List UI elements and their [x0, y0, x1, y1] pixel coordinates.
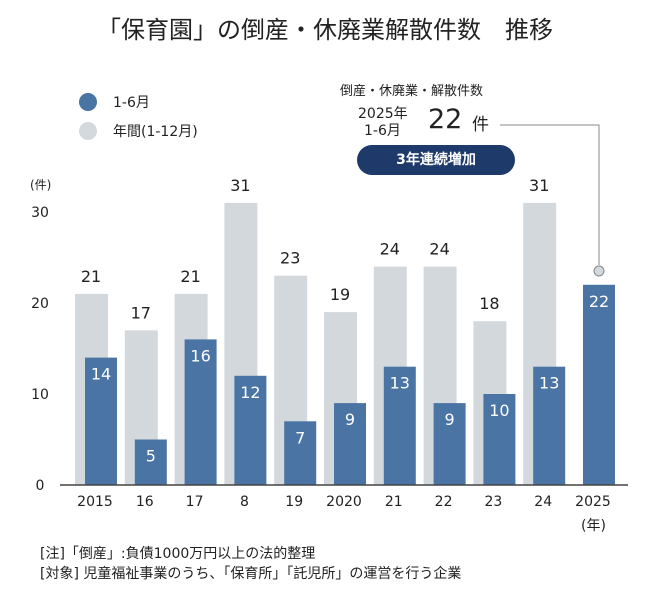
- bar-annual-label: 19: [330, 285, 350, 304]
- bar-h1: [85, 357, 117, 485]
- annotation-value: 22: [428, 104, 463, 135]
- bar-h1: [533, 366, 566, 485]
- x-tick-label: 2020: [326, 494, 362, 510]
- x-tick-label: 19: [285, 494, 303, 510]
- y-axis-unit: (件): [30, 178, 52, 192]
- y-tick-label: 0: [36, 478, 45, 494]
- bar-h1-label: 12: [240, 383, 260, 402]
- bar-h1-label: 10: [489, 401, 509, 420]
- bar-annual-label: 21: [81, 267, 101, 286]
- bar-h1: [334, 403, 366, 485]
- annotation-marker: [593, 265, 605, 277]
- bar-h1-label: 9: [345, 410, 355, 429]
- annotation-year: 2025年: [358, 106, 408, 122]
- x-tick-label: 16: [136, 494, 154, 510]
- bar-annual-label: 23: [280, 249, 300, 268]
- trend-badge: 3年連続増加: [357, 145, 515, 175]
- legend-marker-h1: [79, 93, 97, 111]
- x-tick-label: 24: [534, 494, 552, 510]
- note-2: [対象] 児童福祉事業のうち、「保育所」「託児所」の運営を行う企業: [40, 566, 462, 582]
- bar-h1-label: 22: [589, 292, 609, 311]
- chart-title: 「保育園」の倒産・休廃業解散件数 推移: [97, 16, 553, 44]
- bar-annual-label: 18: [479, 294, 499, 313]
- bar-h1: [134, 439, 167, 485]
- legend-label-h1: 1-6月: [113, 95, 150, 111]
- legend-marker-annual: [79, 122, 97, 140]
- x-tick-label: 23: [484, 494, 502, 510]
- x-axis-unit: (年): [581, 518, 606, 534]
- y-tick-label: 10: [31, 387, 49, 403]
- x-tick-label: 2015: [77, 494, 113, 510]
- bar-h1-label: 13: [539, 374, 559, 393]
- bar-h1: [433, 403, 466, 485]
- note-1: [注]「倒産」:負債1000万円以上の法的整理: [40, 546, 316, 562]
- bar-annual-label: 17: [131, 303, 151, 322]
- bar-h1-label: 16: [190, 346, 210, 365]
- annotation-heading: 倒産・休廃業・解散件数: [340, 84, 484, 99]
- x-tick-label: 22: [435, 494, 453, 510]
- bar-annual-label: 31: [230, 176, 250, 195]
- annotation-months: 1-6月: [364, 123, 401, 139]
- x-tick-label: 2025: [575, 494, 611, 510]
- bar-annual-label: 24: [380, 240, 400, 259]
- bar-h1-label: 9: [445, 410, 455, 429]
- bar-annual-label: 31: [529, 176, 549, 195]
- bar-h1-label: 5: [146, 447, 156, 466]
- x-tick-label: 8: [240, 494, 249, 510]
- bar-h1: [184, 339, 217, 485]
- bar-annual-label: 24: [429, 240, 449, 259]
- annotation-unit: 件: [472, 115, 489, 135]
- bar-annual-label: 21: [180, 267, 200, 286]
- bar-h1: [234, 375, 267, 485]
- bar-h1-label: 14: [91, 365, 111, 384]
- bar-h1: [383, 366, 416, 485]
- y-tick-label: 20: [31, 296, 49, 312]
- legend-label-annual: 年間(1-12月): [113, 124, 198, 140]
- bar-h1: [284, 421, 317, 485]
- x-tick-label: 17: [186, 494, 204, 510]
- x-tick-label: 21: [385, 494, 403, 510]
- bar-h1-label: 13: [390, 374, 410, 393]
- bar-h1-label: 7: [295, 428, 305, 447]
- bar-h1: [583, 284, 615, 485]
- y-tick-label: 30: [31, 205, 49, 221]
- annotation-leader-line: [500, 124, 600, 265]
- bar-h1: [483, 394, 516, 485]
